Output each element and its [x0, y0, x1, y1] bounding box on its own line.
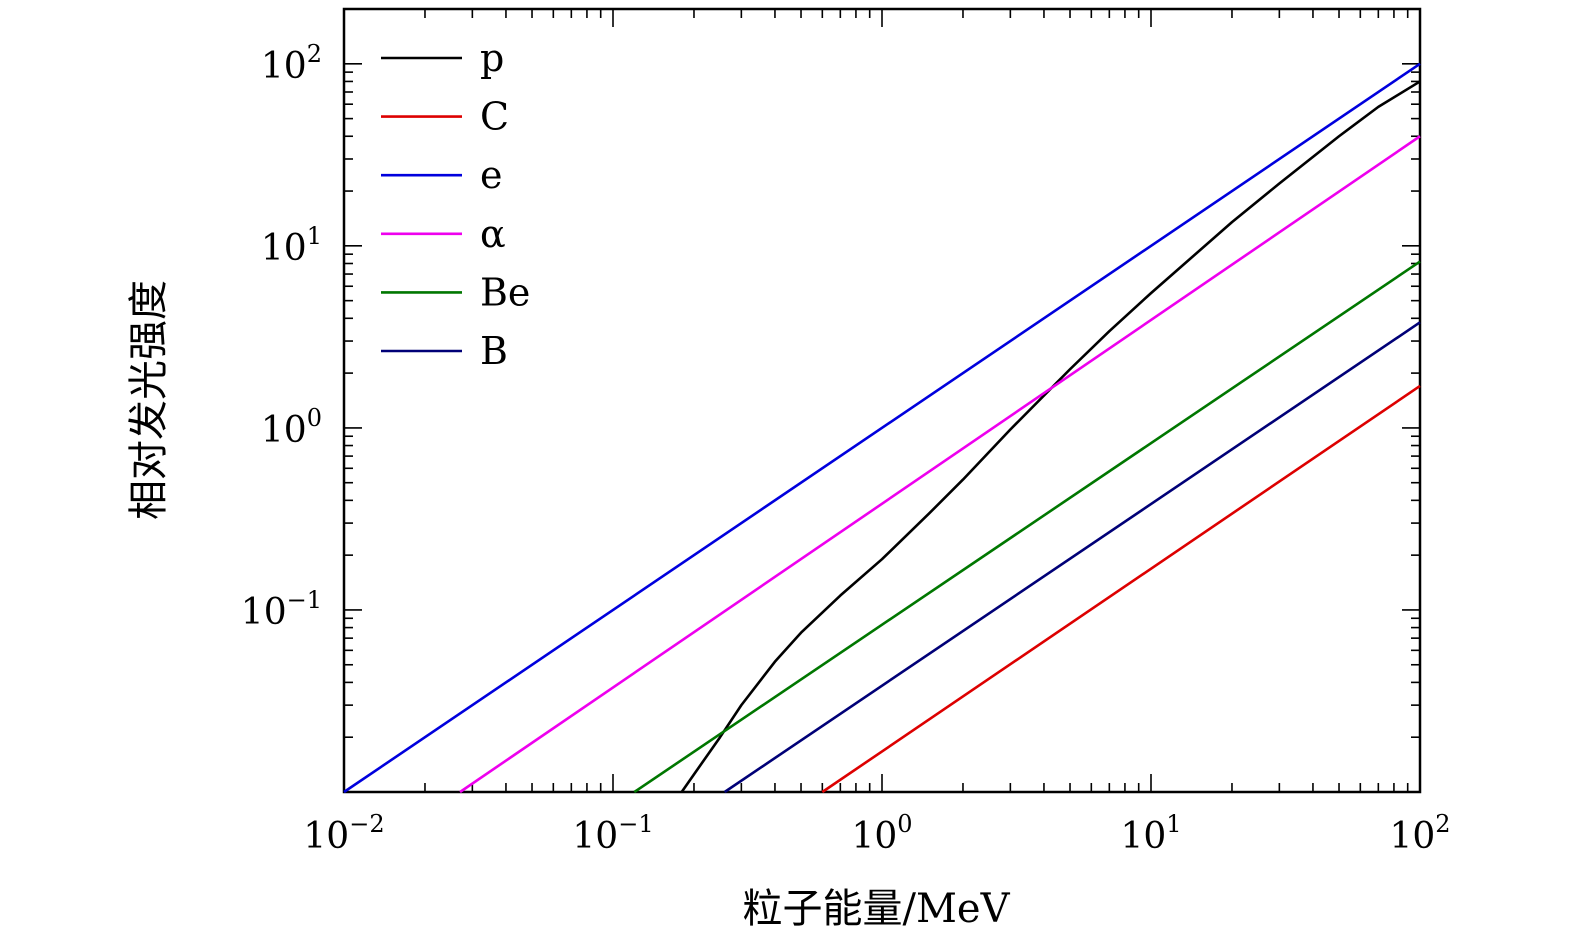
series-line-alpha [459, 135, 1421, 794]
y-tick-base: 10 [261, 228, 307, 269]
x-tick-base: 10 [1389, 816, 1435, 857]
plot-area [342, 7, 1422, 794]
series-line-c [821, 384, 1421, 794]
legend-label-e: e [480, 153, 503, 197]
y-tick-exponent: 2 [307, 40, 322, 68]
series-line-b [723, 321, 1421, 794]
y-tick-label: 101 [261, 222, 322, 269]
x-tick-exponent: −1 [618, 810, 653, 838]
legend-item-p: p [381, 36, 504, 80]
legend-label-b: B [480, 329, 508, 373]
y-tick-base: 10 [241, 592, 287, 633]
x-tick-base: 10 [851, 816, 897, 857]
legend-label-p: p [480, 36, 504, 80]
legend-item-alpha: α [381, 212, 506, 256]
y-tick-exponent: −1 [287, 586, 322, 614]
series-line-e [343, 62, 1421, 794]
y-tick-base: 10 [261, 46, 307, 87]
legend-label-be: Be [480, 270, 530, 314]
x-tick-label: 102 [1389, 810, 1450, 857]
y-tick-label: 100 [261, 404, 322, 451]
legend-item-be: Be [381, 270, 530, 314]
legend-label-c: C [480, 95, 509, 139]
legend-item-c: C [381, 95, 509, 139]
major-ticks [343, 9, 1421, 792]
legend-item-b: B [381, 329, 508, 373]
x-tick-label: 101 [1120, 810, 1181, 857]
minor-ticks [344, 9, 1420, 792]
y-tick-label: 102 [261, 40, 322, 87]
x-tick-exponent: 0 [897, 810, 912, 838]
x-tick-base: 10 [572, 816, 618, 857]
x-tick-base: 10 [1120, 816, 1166, 857]
x-tick-label: 10−1 [572, 810, 653, 857]
x-tick-exponent: −2 [349, 810, 384, 838]
x-tick-labels: 10−2 10−1 100 101 102 [303, 810, 1450, 857]
x-tick-exponent: 1 [1166, 810, 1181, 838]
series-lines [343, 62, 1421, 794]
y-tick-base: 10 [261, 410, 307, 451]
y-axis-title: 相对发光强度 [126, 280, 172, 520]
series-line-p [680, 80, 1421, 793]
x-tick-base: 10 [303, 816, 349, 857]
x-tick-label: 100 [851, 810, 912, 857]
y-tick-label: 10−1 [241, 586, 322, 633]
series-line-be [633, 260, 1421, 794]
x-tick-exponent: 2 [1435, 810, 1450, 838]
x-tick-label: 10−2 [303, 810, 384, 857]
y-tick-exponent: 1 [307, 222, 322, 250]
y-tick-exponent: 0 [307, 404, 322, 432]
legend-label-alpha: α [480, 212, 506, 256]
x-axis-title: 粒子能量/MeV [743, 886, 1011, 932]
legend-item-e: e [381, 153, 503, 197]
